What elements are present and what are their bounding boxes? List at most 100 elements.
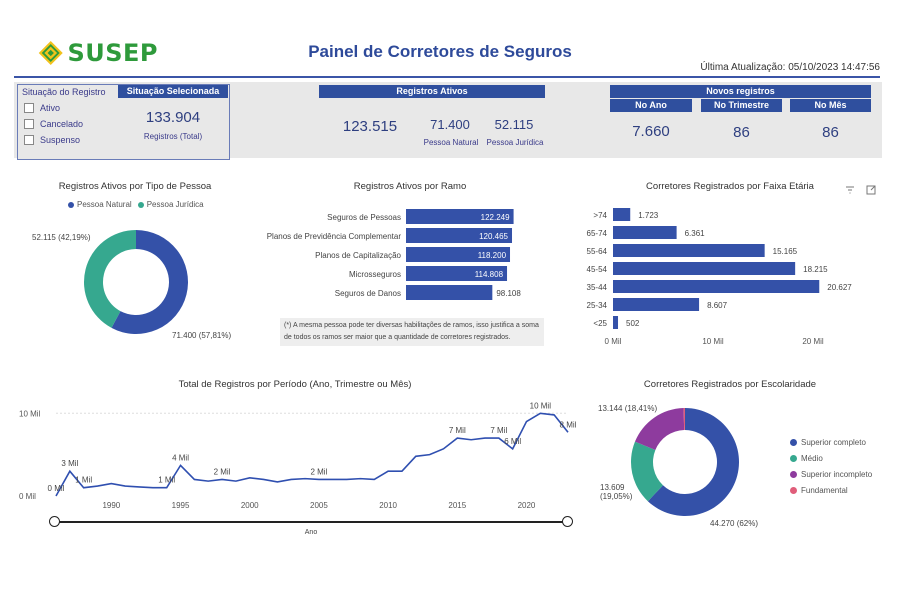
faixa-bar[interactable]	[613, 226, 677, 239]
ativos-juridica-value: 52.115	[494, 117, 534, 132]
ramo-category-label: Seguros de Danos	[335, 289, 401, 298]
faixa-value-label: 15.165	[773, 247, 798, 256]
faixa-title: Corretores Registrados por Faixa Etária	[646, 181, 814, 192]
label-medio: 13.609 (19,05%)	[600, 483, 633, 501]
range-slider-label: Ano	[304, 529, 318, 536]
faixa-value-label: 1.723	[638, 211, 659, 220]
faixa-axis-tick: 20 Mil	[802, 337, 824, 346]
x-axis-tick: 2020	[518, 501, 536, 510]
checkbox-icon[interactable]	[24, 135, 34, 145]
point-label: 6 Mil	[504, 437, 521, 446]
legend-dot-icon	[790, 454, 797, 462]
last-update-value: 05/10/2023 14:47:56	[788, 62, 880, 73]
legend-juridica: Pessoa Jurídica	[146, 200, 204, 209]
novos-trimestre-header: No Trimestre	[701, 99, 782, 112]
ramo-note: (*) A mesma pessoa pode ter diversas hab…	[280, 318, 544, 346]
faixa-value-label: 6.361	[685, 229, 706, 238]
legend-dot-icon	[68, 201, 74, 208]
faixa-bar[interactable]	[613, 244, 765, 257]
faixa-bar[interactable]	[613, 262, 796, 275]
point-label: 7 Mil	[449, 426, 466, 435]
point-label: 1 Mil	[75, 476, 92, 485]
point-label: 3 Mil	[61, 459, 78, 468]
faixa-axis-tick: 10 Mil	[702, 337, 724, 346]
option-suspenso[interactable]: Suspenso	[24, 133, 83, 147]
ramo-bar[interactable]	[406, 285, 493, 300]
susep-logo-icon	[38, 41, 63, 65]
faixa-bar[interactable]	[613, 208, 631, 221]
donut-slice-m-dio[interactable]	[631, 441, 663, 502]
ramo-value-label: 118.200	[478, 251, 507, 260]
y-axis-tick: 10 Mil	[19, 409, 41, 418]
legend-item: Médio	[790, 450, 872, 466]
checkbox-icon[interactable]	[24, 103, 34, 113]
y-axis-tick: 0 Mil	[19, 492, 36, 501]
legend-item: Fundamental	[790, 482, 872, 498]
range-slider-track[interactable]	[54, 521, 568, 523]
ramo-value-label: 120.465	[479, 232, 508, 241]
ramo-title: Registros Ativos por Ramo	[353, 181, 467, 192]
x-axis-tick: 2000	[241, 501, 259, 510]
donut-slice-pessoa-natural[interactable]	[111, 230, 188, 334]
faixa-bar-chart: >74 1.723 65-74 6.361 55-64 15.165 45-54 18.215…	[587, 208, 852, 346]
option-cancelado[interactable]: Cancelado	[24, 117, 83, 131]
situacao-header: Situação do Registro	[22, 87, 106, 97]
ativos-juridica-label: Pessoa Jurídica	[486, 138, 544, 147]
checkbox-icon[interactable]	[24, 119, 34, 129]
last-update: Última Atualização: 05/10/2023 14:47:56	[640, 62, 880, 73]
novos-ano-value: 7.660	[632, 123, 670, 140]
donut-slice-fundamental[interactable]	[683, 408, 685, 431]
ramo-value-label: 122.249	[481, 213, 510, 222]
ramo-category-label: Microsseguros	[349, 270, 401, 279]
x-axis-tick: 2015	[448, 501, 466, 510]
faixa-bar[interactable]	[613, 280, 820, 293]
range-slider-end-handle[interactable]	[562, 516, 573, 527]
ativos-natural-value: 71.400	[430, 117, 470, 132]
legend-label: Superior completo	[801, 437, 866, 447]
donut-slice-superior-completo[interactable]	[647, 408, 739, 516]
legend-item: Superior incompleto	[790, 466, 872, 482]
x-axis-tick: 2010	[379, 501, 397, 510]
donut-slice-pessoa-jur-dica[interactable]	[84, 230, 136, 328]
filter-icon[interactable]	[845, 185, 855, 195]
novos-ano-header: No Ano	[610, 99, 692, 112]
faixa-category-label: 35-44	[587, 283, 608, 292]
total-registros-value: 133.904	[145, 109, 201, 126]
faixa-value-label: 20.627	[827, 283, 852, 292]
point-label: 8 Mil	[560, 420, 577, 429]
expand-icon[interactable]	[866, 185, 876, 195]
faixa-axis-tick: 0 Mil	[605, 337, 622, 346]
point-label: 10 Mil	[530, 401, 552, 410]
series-line[interactable]	[55, 412, 569, 497]
logo-text: SUSEP	[67, 39, 158, 67]
faixa-category-label: >74	[593, 211, 607, 220]
ramo-category-label: Planos de Capitalização	[315, 251, 401, 260]
novos-mes-value: 86	[822, 124, 839, 141]
legend-natural: Pessoa Natural	[77, 200, 132, 209]
novos-trimestre-value: 86	[733, 124, 750, 141]
donut-slice-superior-incompleto[interactable]	[634, 408, 685, 450]
range-slider-start-handle[interactable]	[49, 516, 60, 527]
legend-label: Fundamental	[801, 485, 848, 495]
point-label: 2 Mil	[214, 467, 231, 476]
faixa-value-label: 8.607	[707, 301, 728, 310]
ramo-bar[interactable]	[406, 266, 508, 281]
faixa-category-label: 45-54	[587, 265, 608, 274]
legend-dot-icon	[790, 486, 797, 494]
legend-dot-icon	[790, 470, 797, 478]
periodo-line-chart: 0 Mil 10 Mil 1990 1995 2000 2005 2010 2015 2020 0…	[19, 401, 577, 510]
x-axis-tick: 1990	[102, 501, 120, 510]
point-label: 4 Mil	[172, 453, 189, 462]
situacao-options: Ativo Cancelado Suspenso	[24, 101, 83, 147]
label-superior: 44.270 (62%)	[710, 519, 759, 528]
ramo-bar[interactable]	[406, 247, 511, 262]
tipo-pessoa-donut	[84, 230, 188, 334]
faixa-bar[interactable]	[613, 298, 700, 311]
ramo-bar[interactable]	[406, 228, 513, 243]
faixa-bar[interactable]	[613, 316, 619, 329]
option-ativo[interactable]: Ativo	[24, 101, 83, 115]
ativos-header: Registros Ativos	[319, 85, 545, 98]
ramo-value-label: 98.108	[496, 289, 521, 298]
ramo-bar[interactable]	[406, 209, 514, 224]
legend-label: Superior incompleto	[801, 469, 873, 479]
